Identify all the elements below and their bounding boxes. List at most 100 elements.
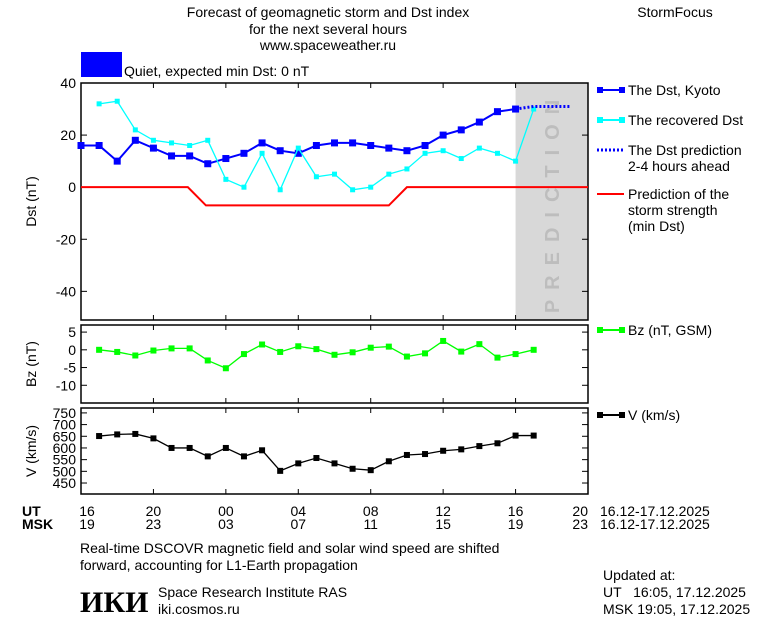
data-point	[240, 149, 248, 157]
data-point	[241, 184, 247, 190]
data-point	[113, 157, 121, 165]
data-point	[114, 431, 121, 438]
data-point	[403, 353, 410, 360]
msk-tick-label: 23	[572, 516, 588, 532]
legend-label: storm strength	[628, 202, 717, 218]
data-point	[313, 174, 319, 180]
data-point	[259, 150, 265, 156]
legend-marker	[619, 117, 625, 123]
data-point	[440, 337, 447, 344]
institute-name: Space Research Institute RAS	[158, 584, 347, 600]
ut-tick-label: 20	[146, 503, 162, 519]
data-point	[458, 156, 464, 162]
legend-entry: The Dst, Kyoto	[597, 82, 721, 98]
data-point	[349, 139, 357, 147]
ut-tick-label: 20	[572, 503, 588, 519]
data-point	[512, 432, 519, 439]
data-point	[222, 155, 230, 163]
ut-tick-label: 16	[508, 503, 524, 519]
panel-frame	[80, 324, 589, 404]
ut-tick-label: 16	[79, 503, 95, 519]
panel-frame	[80, 82, 589, 321]
data-point	[114, 348, 121, 355]
data-point	[240, 453, 247, 460]
data-point	[332, 171, 337, 177]
data-point	[168, 152, 176, 160]
data-point	[493, 108, 501, 116]
data-point	[458, 348, 465, 355]
data-point	[349, 465, 356, 472]
data-point	[440, 148, 446, 154]
data-point	[476, 341, 483, 348]
data-point	[150, 435, 157, 442]
legend-label: The Dst prediction	[628, 142, 742, 158]
y-tick-label: 450	[53, 475, 77, 491]
y-tick-label: 5	[68, 324, 76, 340]
y-tick-label: 0	[68, 342, 76, 358]
data-point	[96, 433, 103, 440]
y-tick-label: 600	[53, 440, 77, 456]
data-point	[294, 149, 302, 157]
legend-label: 2-4 hours ahead	[628, 158, 730, 174]
data-point	[131, 136, 139, 144]
data-point	[204, 357, 211, 364]
data-point	[150, 347, 157, 354]
y-axis-label: Bz (nT)	[23, 341, 39, 387]
data-point	[368, 184, 374, 190]
legend-label: Prediction of the	[628, 186, 729, 202]
brand-name: StormFocus	[637, 4, 712, 20]
y-tick-label: -40	[56, 283, 76, 299]
data-point	[149, 144, 157, 152]
legend-marker	[597, 87, 603, 93]
data-point	[331, 351, 338, 358]
legend-label: The Dst, Kyoto	[628, 82, 721, 98]
ut-tick-label: 00	[218, 503, 234, 519]
legend-label: Bz (nT, GSM)	[628, 322, 712, 338]
data-point	[204, 160, 212, 168]
data-point	[187, 143, 193, 149]
legend-label: (min Dst)	[628, 218, 685, 234]
msk-axis-label: MSK	[22, 516, 53, 532]
data-point	[422, 150, 428, 156]
data-point	[295, 460, 302, 467]
data-point	[367, 142, 375, 150]
legend-marker	[619, 87, 625, 93]
data-point	[422, 350, 429, 357]
data-point	[277, 348, 284, 355]
data-point	[494, 150, 500, 156]
data-point	[385, 458, 392, 465]
data-point	[186, 152, 194, 160]
y-axis-label: V (km/s)	[23, 425, 39, 477]
data-point	[458, 446, 465, 453]
site-url: www.spaceweather.ru	[259, 37, 396, 53]
data-point	[349, 349, 356, 356]
data-point	[295, 145, 301, 151]
institute-site: iki.cosmos.ru	[158, 601, 240, 617]
data-point	[494, 354, 501, 361]
data-point	[476, 443, 483, 450]
msk-tick-label: 07	[290, 516, 306, 532]
footer-note-line2: forward, accounting for L1-Earth propaga…	[80, 557, 358, 573]
data-point	[186, 345, 193, 352]
data-point	[367, 467, 374, 474]
data-point	[168, 444, 175, 451]
data-point	[277, 187, 283, 193]
updated-msk: MSK 19:05, 17.12.2025	[603, 601, 750, 617]
legend-entry: The recovered Dst	[597, 112, 743, 128]
msk-tick-label: 15	[435, 516, 451, 532]
data-point	[494, 440, 501, 447]
data-point	[277, 467, 284, 474]
series-line	[99, 433, 534, 472]
ut-tick-label: 08	[363, 503, 379, 519]
data-point	[295, 343, 302, 350]
data-point	[331, 460, 338, 467]
data-point	[457, 126, 465, 134]
prediction-label: PREDICTION	[542, 90, 564, 313]
y-tick-label: 500	[53, 463, 77, 479]
data-point	[531, 106, 537, 112]
legend-marker	[597, 327, 603, 333]
msk-tick-label: 19	[508, 516, 524, 532]
y-tick-label: 550	[53, 452, 77, 468]
data-point	[186, 444, 193, 451]
